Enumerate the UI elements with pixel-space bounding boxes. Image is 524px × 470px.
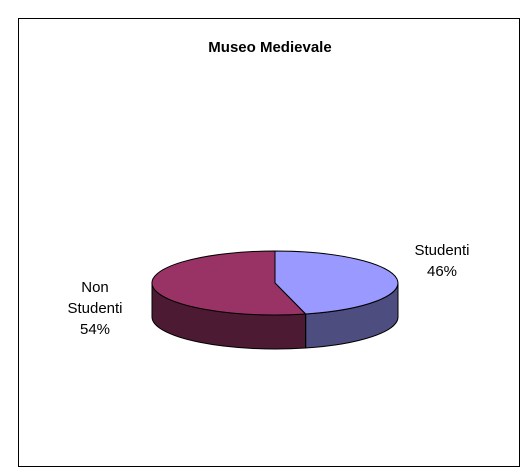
slice-percent-studenti: 46% bbox=[426, 263, 458, 280]
data-label-non-studenti: Non Studenti 54% bbox=[59, 277, 131, 340]
pie-slice-non-studenti bbox=[151, 250, 307, 316]
pie-chart bbox=[151, 250, 399, 350]
chart-title: Museo Medievale bbox=[208, 39, 332, 56]
slice-name-studenti: Studenti bbox=[414, 242, 470, 259]
chart-frame: Museo Medievale Studenti 46% Non Student… bbox=[18, 18, 520, 467]
slice-percent-non-studenti: 54% bbox=[79, 321, 111, 338]
data-label-studenti: Studenti 46% bbox=[402, 240, 482, 282]
pie-slice-studenti bbox=[274, 250, 399, 315]
pie-group bbox=[151, 250, 399, 350]
slice-name-non-studenti: Non Studenti bbox=[67, 279, 123, 317]
